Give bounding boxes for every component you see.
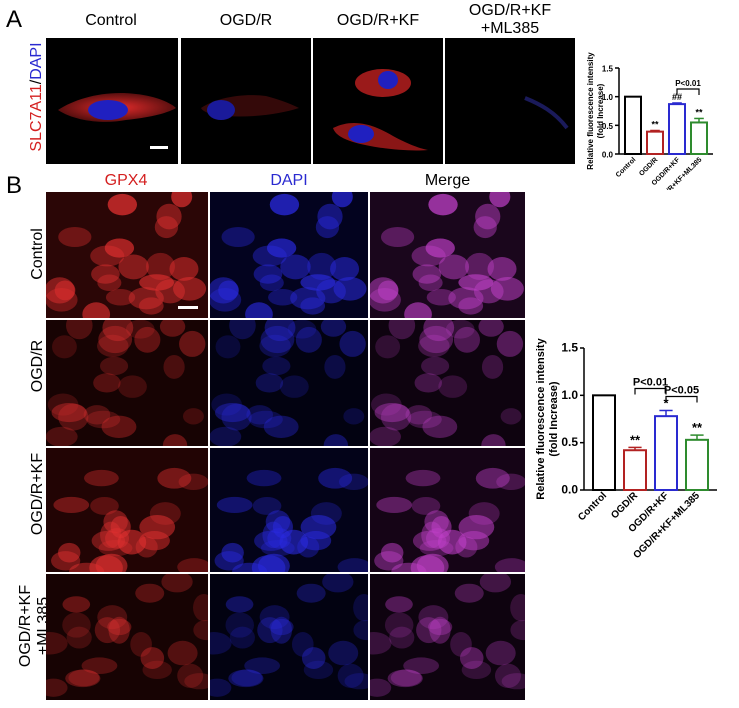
panel-b-image-r1-c3 (370, 192, 525, 318)
panel-a-image-control (46, 38, 178, 164)
cell-image-control (58, 92, 176, 149)
cell-field (210, 574, 368, 700)
panel-a-col-ogdr-kf-ml385: OGD/R+KF +ML385 (445, 2, 575, 38)
cell-field (370, 574, 525, 700)
panel-b-col-gpx4: GPX4 (104, 172, 148, 189)
cell-field (46, 192, 208, 318)
bar-4 (685, 438, 709, 491)
panel-b-row-ogdr: OGD/R (29, 339, 46, 393)
x-tick-label: OGD/R (638, 156, 659, 177)
panel-a-ylabel: SLC7A11/DAPI (28, 22, 46, 172)
panel-a-image-ogdr-kf (313, 38, 443, 164)
scale-bar (150, 146, 168, 149)
comparison-bracket (634, 387, 667, 395)
cell-field (210, 320, 368, 446)
panel-b-letter: B (6, 172, 23, 199)
cell-field (210, 192, 368, 318)
bar-1 (624, 95, 642, 155)
p-value-label: P<0.01 (633, 376, 668, 388)
panel-b-row-control: Control (29, 228, 46, 280)
panel-b-image-r3-c1 (46, 448, 208, 572)
panel-b-image-r3-c3 (370, 448, 525, 572)
y-tick-label: 1.0 (602, 93, 614, 102)
y-axis-label: Relative fluorescence intensity(fold Inc… (586, 52, 605, 170)
significance-marker: ** (695, 107, 703, 117)
x-tick-label: Control (576, 490, 609, 523)
cell-field (46, 320, 208, 446)
x-tick-label: Control (615, 156, 638, 179)
cell-field (210, 448, 368, 572)
panel-b-col-merge: Merge (424, 172, 471, 189)
dapi-label: DAPI (28, 42, 45, 80)
y-tick-label: 0.5 (602, 122, 614, 131)
bar-4 (690, 121, 708, 155)
cell-field (46, 448, 208, 572)
bar-1 (592, 394, 616, 491)
panel-a-col4-line1: OGD/R+KF (468, 2, 552, 19)
panel-b-image-r4-c2 (210, 574, 368, 700)
significance-marker: * (663, 395, 669, 410)
slash-label: / (28, 79, 45, 85)
scale-bar (178, 306, 198, 309)
y-tick-label: 0.0 (602, 151, 614, 160)
comparison-bracket (665, 395, 698, 403)
cell-field (46, 574, 208, 700)
p-value-label: P<0.05 (664, 384, 699, 396)
panel-a-image-ogdr-kf-ml385 (445, 38, 575, 164)
bar-3 (668, 103, 686, 156)
significance-marker: ** (651, 119, 659, 129)
significance-marker: ** (630, 432, 641, 447)
y-axis-label: Relative fluorescence intensity(fold Inc… (535, 337, 560, 499)
panel-b-image-r1-c1 (46, 192, 208, 318)
panel-b-row-ogdr-kf: OGD/R+KF (29, 452, 46, 536)
slc7a11-label: SLC7A11 (28, 84, 45, 152)
panel-b-image-r4-c1 (46, 574, 208, 700)
y-tick-label: 1.5 (602, 65, 614, 74)
bar-2 (646, 130, 664, 155)
panel-b-image-r2-c3 (370, 320, 525, 446)
panel-b-row4-line1: OGD/R+KF (17, 584, 34, 668)
cell-field (370, 192, 525, 318)
significance-marker: ** (692, 420, 703, 435)
panel-a-col4-line2: +ML385 (480, 20, 540, 37)
panel-b-image-r2-c1 (46, 320, 208, 446)
panel-b-col-dapi: DAPI (270, 172, 308, 189)
y-tick-label: 1.0 (561, 388, 578, 402)
panel-b-image-r4-c3 (370, 574, 525, 700)
bar-2 (623, 449, 647, 491)
comparison-bracket (676, 88, 700, 95)
significance-marker: ## (672, 92, 682, 102)
panel-a-col-control: Control (85, 12, 137, 29)
y-tick-label: 0.0 (561, 483, 578, 497)
panel-a-image-ogdr (181, 38, 311, 164)
panel-a-col-ogdr-kf: OGD/R+KF (336, 12, 420, 29)
cell-field (370, 320, 525, 446)
panel-a-letter: A (6, 6, 23, 33)
panel-a-col-ogdr: OGD/R (219, 12, 273, 29)
panel-b-image-r2-c2 (210, 320, 368, 446)
cell-field (370, 448, 525, 572)
y-tick-label: 0.5 (561, 435, 578, 449)
bar-3 (654, 415, 678, 491)
panel-b-image-r3-c2 (210, 448, 368, 572)
y-tick-label: 1.5 (561, 341, 578, 355)
p-value-label: P<0.01 (675, 79, 701, 88)
panel-b-image-r1-c2 (210, 192, 368, 318)
